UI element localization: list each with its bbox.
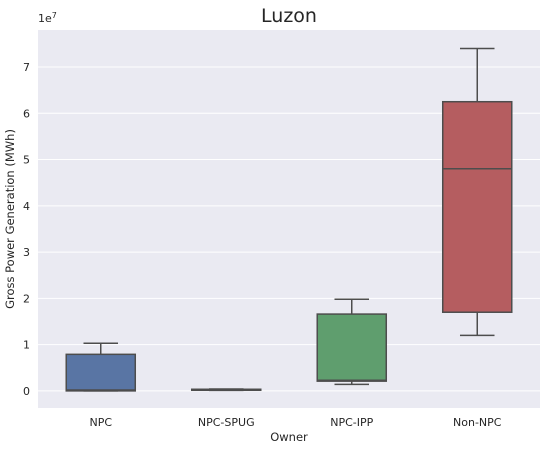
x-tick-label: NPC-SPUG <box>198 416 255 429</box>
box-non-npc <box>441 47 513 337</box>
x-tick-label: Non-NPC <box>453 416 502 429</box>
box-body <box>316 313 388 382</box>
y-tick-label: 2 <box>23 292 30 305</box>
y-offset-label: 1e7 <box>38 11 57 25</box>
y-tick-label: 0 <box>23 385 30 398</box>
x-tick-label: NPC-IPP <box>330 416 373 429</box>
box-body <box>441 100 513 313</box>
box-body <box>65 353 137 392</box>
y-tick-label: 5 <box>23 154 30 167</box>
y-tick-label: 7 <box>23 61 30 74</box>
y-tick-label: 3 <box>23 246 30 259</box>
y-tick-labels: 0 1 2 3 4 5 6 7 <box>23 61 30 398</box>
boxes <box>65 47 513 392</box>
y-tick-label: 6 <box>23 107 30 120</box>
box-npc-spug <box>190 388 262 392</box>
y-axis-label: Gross Power Generation (MWh) <box>3 129 17 309</box>
x-axis-label: Owner <box>270 430 308 444</box>
box-npc <box>65 342 137 392</box>
chart-title: Luzon <box>261 5 317 27</box>
y-tick-label: 4 <box>23 200 30 213</box>
x-tick-label: NPC <box>89 416 112 429</box>
y-tick-label: 1 <box>23 339 30 352</box>
x-tick-labels: NPC NPC-SPUG NPC-IPP Non-NPC <box>89 416 501 429</box>
box-npc-ipp <box>316 298 388 386</box>
